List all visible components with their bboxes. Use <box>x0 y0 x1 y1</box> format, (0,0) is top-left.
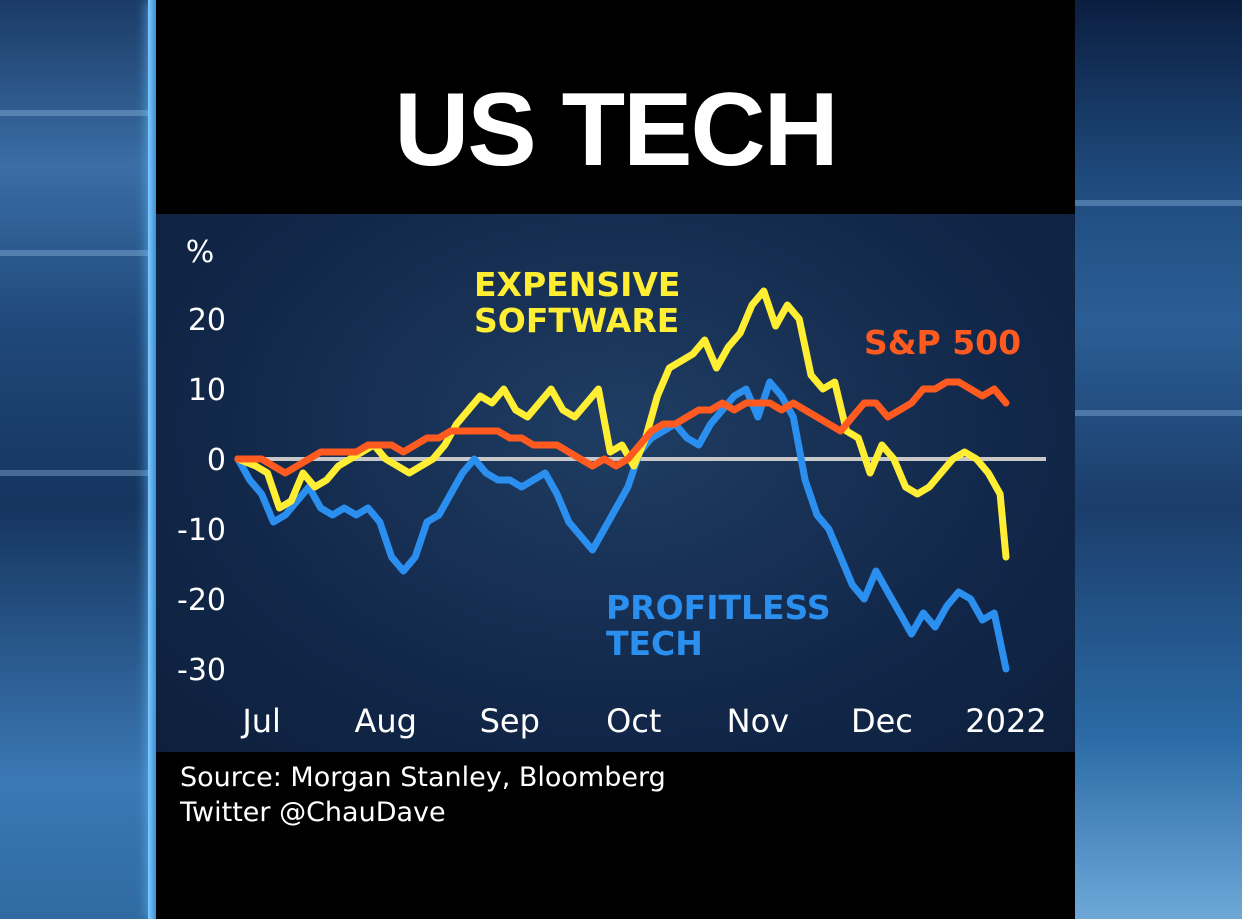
x-tick-label: 2022 <box>965 702 1046 740</box>
y-tick-label: -20 <box>177 583 226 618</box>
series-label: PROFITLESS <box>606 588 831 627</box>
credit-text: Twitter @ChauDave <box>180 797 446 828</box>
footer: Source: Morgan Stanley, Bloomberg Twitte… <box>180 760 666 830</box>
chart-title: US TECH CARNAGE <box>360 72 874 328</box>
series-label: SOFTWARE <box>474 301 679 340</box>
background-stripe <box>1075 410 1242 416</box>
accent-glow-bar <box>148 0 156 919</box>
background-stripe <box>0 250 150 256</box>
background-stripe <box>1075 200 1242 206</box>
y-tick-label: 20 <box>188 303 226 338</box>
series-label: S&P 500 <box>864 323 1021 362</box>
background-stripe <box>0 470 150 476</box>
series-label: EXPENSIVE <box>474 265 680 304</box>
series-lines <box>234 287 1010 673</box>
x-tick-label: Sep <box>480 702 540 740</box>
x-axis-ticks: Jul Aug Sep Oct Nov Dec 2022 <box>240 702 1046 740</box>
series-label: TECH <box>606 624 703 663</box>
y-tick-label: 0 <box>207 443 226 478</box>
chart-area: 20 10 0 -10 -20 -30 % Jul Aug Sep Oct Nov Dec 2022 … <box>156 214 1075 752</box>
x-tick-label: Oct <box>606 702 661 740</box>
series-line-profitless-tech <box>234 378 1010 673</box>
studio-background-right <box>1075 0 1242 919</box>
y-tick-label: -10 <box>177 513 226 548</box>
x-tick-label: Jul <box>240 702 281 740</box>
x-tick-label: Aug <box>354 702 416 740</box>
series-line-s-p-500 <box>234 378 1010 477</box>
x-tick-label: Nov <box>727 702 789 740</box>
studio-background-left <box>0 0 150 919</box>
source-text: Source: Morgan Stanley, Bloomberg <box>180 762 666 793</box>
y-axis-label: % <box>186 235 215 270</box>
background-stripe <box>0 110 150 116</box>
y-axis-ticks: 20 10 0 -10 -20 -30 <box>177 303 226 688</box>
y-tick-label: -30 <box>177 653 226 688</box>
x-tick-label: Dec <box>851 702 913 740</box>
y-tick-label: 10 <box>188 373 226 408</box>
